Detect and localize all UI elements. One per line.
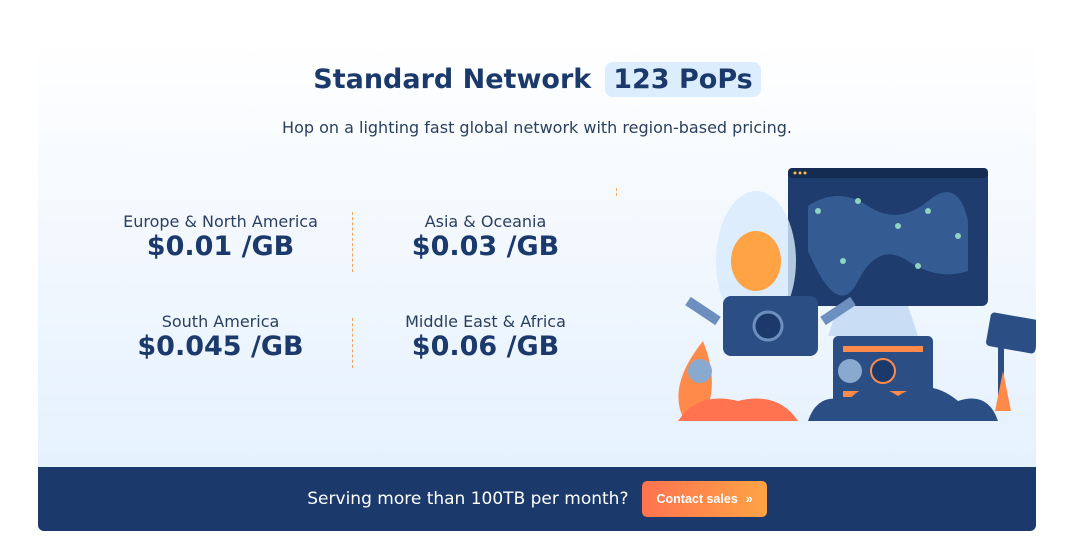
pricing-card: Standard Network 123 PoPs Hop on a lighti… [38, 40, 1036, 531]
double-chevron-right-icon: » [745, 492, 753, 506]
footer-banner: Serving more than 100TB per month? Conta… [38, 467, 1036, 531]
divider [352, 318, 353, 368]
region-europe-north-america: Europe & North America $0.01 /GB [123, 212, 318, 262]
pops-badge: 123 PoPs [605, 62, 761, 97]
footer-question: Serving more than 100TB per month? [307, 489, 629, 509]
region-middle-east-africa: Middle East & Africa $0.06 /GB [405, 312, 566, 362]
page-title: Standard Network 123 PoPs [38, 62, 1036, 97]
contact-sales-button[interactable]: Contact sales » [642, 481, 767, 517]
rocket-bunny-illustration [678, 168, 1036, 421]
divider [352, 212, 353, 272]
divider [616, 188, 617, 196]
region-asia-oceania: Asia & Oceania $0.03 /GB [411, 212, 560, 262]
region-south-america: South America $0.045 /GB [137, 312, 304, 362]
subtitle: Hop on a lighting fast global network wi… [282, 118, 792, 137]
